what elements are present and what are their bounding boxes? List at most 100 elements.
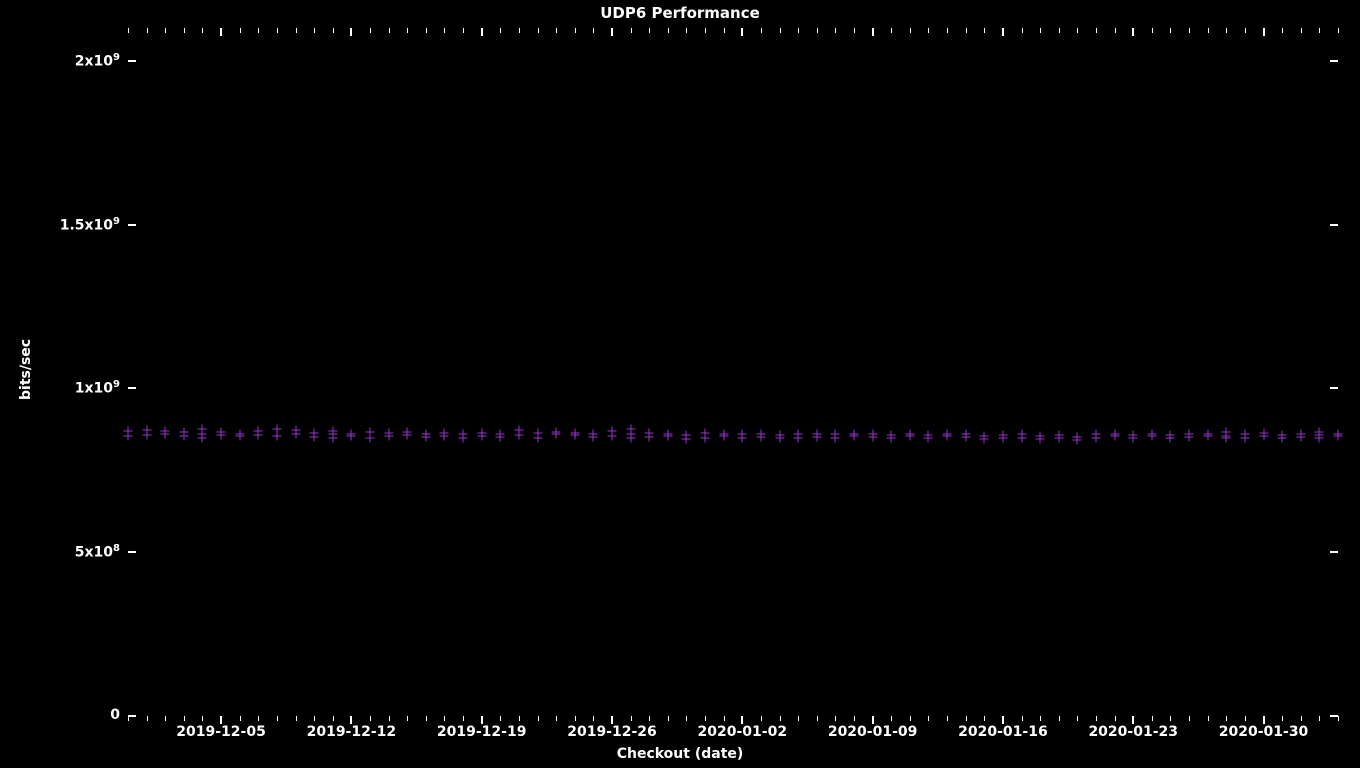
x-minor-tick: [780, 28, 781, 33]
chart-title: UDP6 Performance: [0, 4, 1360, 22]
data-point: [328, 433, 337, 442]
x-major-tick: [611, 716, 613, 724]
x-minor-tick: [1189, 716, 1190, 721]
data-point: [1073, 432, 1082, 441]
data-point: [1054, 433, 1063, 442]
data-point: [1240, 429, 1249, 438]
x-minor-tick: [296, 716, 297, 721]
x-minor-tick: [370, 28, 371, 33]
x-minor-tick: [1282, 28, 1283, 33]
x-major-tick: [220, 716, 222, 724]
data-point: [626, 429, 635, 438]
x-major-tick: [1002, 716, 1004, 724]
x-minor-tick: [184, 716, 185, 721]
data-point: [179, 427, 188, 436]
x-minor-tick: [984, 716, 985, 721]
data-point: [1166, 433, 1175, 442]
x-major-tick: [350, 28, 352, 36]
data-point: [663, 431, 672, 440]
x-minor-tick: [928, 28, 929, 33]
x-minor-tick: [1059, 716, 1060, 721]
y-tick-mark: [1330, 60, 1338, 62]
data-point: [1278, 430, 1287, 439]
x-minor-tick: [668, 716, 669, 721]
x-minor-tick: [705, 28, 706, 33]
x-minor-tick: [1319, 716, 1320, 721]
data-point: [552, 430, 561, 439]
data-point: [1017, 429, 1026, 438]
data-point: [552, 427, 561, 436]
plot-area: [128, 28, 1338, 716]
data-point: [850, 429, 859, 438]
x-tick-label: 2019-12-12: [307, 724, 397, 740]
data-point: [291, 426, 300, 435]
data-point: [943, 431, 952, 440]
x-tick-label: 2020-01-09: [828, 724, 918, 740]
x-minor-tick: [1226, 716, 1227, 721]
x-minor-tick: [165, 716, 166, 721]
data-point: [403, 427, 412, 436]
data-point: [850, 431, 859, 440]
x-axis-label: Checkout (date): [0, 746, 1360, 762]
data-point: [887, 434, 896, 443]
data-point: [775, 434, 784, 443]
data-point: [701, 428, 710, 437]
data-point: [235, 431, 244, 440]
data-point: [812, 432, 821, 441]
data-point: [198, 425, 207, 434]
x-minor-tick: [724, 716, 725, 721]
data-point: [347, 431, 356, 440]
x-minor-tick: [1245, 28, 1246, 33]
x-minor-tick: [966, 716, 967, 721]
data-point: [1315, 433, 1324, 442]
data-point: [756, 432, 765, 441]
x-major-tick: [1263, 28, 1265, 36]
x-major-tick: [350, 716, 352, 724]
x-major-tick: [741, 716, 743, 724]
x-minor-tick: [1170, 28, 1171, 33]
x-minor-tick: [389, 716, 390, 721]
x-minor-tick: [128, 28, 129, 33]
data-point: [514, 426, 523, 435]
x-minor-tick: [835, 28, 836, 33]
x-minor-tick: [426, 28, 427, 33]
data-point: [570, 430, 579, 439]
data-point: [421, 432, 430, 441]
x-minor-tick: [240, 28, 241, 33]
x-minor-tick: [1208, 716, 1209, 721]
data-point: [1222, 431, 1231, 440]
x-tick-label: 2019-12-19: [437, 724, 527, 740]
data-point: [1259, 431, 1268, 440]
y-tick-label: 1x109: [30, 379, 120, 397]
data-point: [403, 430, 412, 439]
x-minor-tick: [910, 716, 911, 721]
x-minor-tick: [947, 28, 948, 33]
x-minor-tick: [761, 28, 762, 33]
x-minor-tick: [147, 28, 148, 33]
data-point: [1110, 429, 1119, 438]
data-point: [272, 425, 281, 434]
x-minor-tick: [724, 28, 725, 33]
data-point: [812, 430, 821, 439]
data-point: [459, 430, 468, 439]
data-point: [1203, 431, 1212, 440]
x-minor-tick: [1152, 716, 1153, 721]
data-point: [328, 426, 337, 435]
data-point: [570, 428, 579, 437]
data-point: [719, 431, 728, 440]
x-major-tick: [1002, 28, 1004, 36]
data-point: [533, 433, 542, 442]
x-minor-tick: [370, 716, 371, 721]
x-minor-tick: [1077, 28, 1078, 33]
x-minor-tick: [463, 716, 464, 721]
x-minor-tick: [1338, 28, 1339, 33]
x-minor-tick: [1152, 28, 1153, 33]
data-point: [384, 428, 393, 437]
x-minor-tick: [1115, 28, 1116, 33]
x-minor-tick: [1226, 28, 1227, 33]
data-point: [1185, 432, 1194, 441]
x-minor-tick: [258, 28, 259, 33]
x-minor-tick: [1301, 716, 1302, 721]
data-point: [1036, 435, 1045, 444]
data-point: [291, 430, 300, 439]
